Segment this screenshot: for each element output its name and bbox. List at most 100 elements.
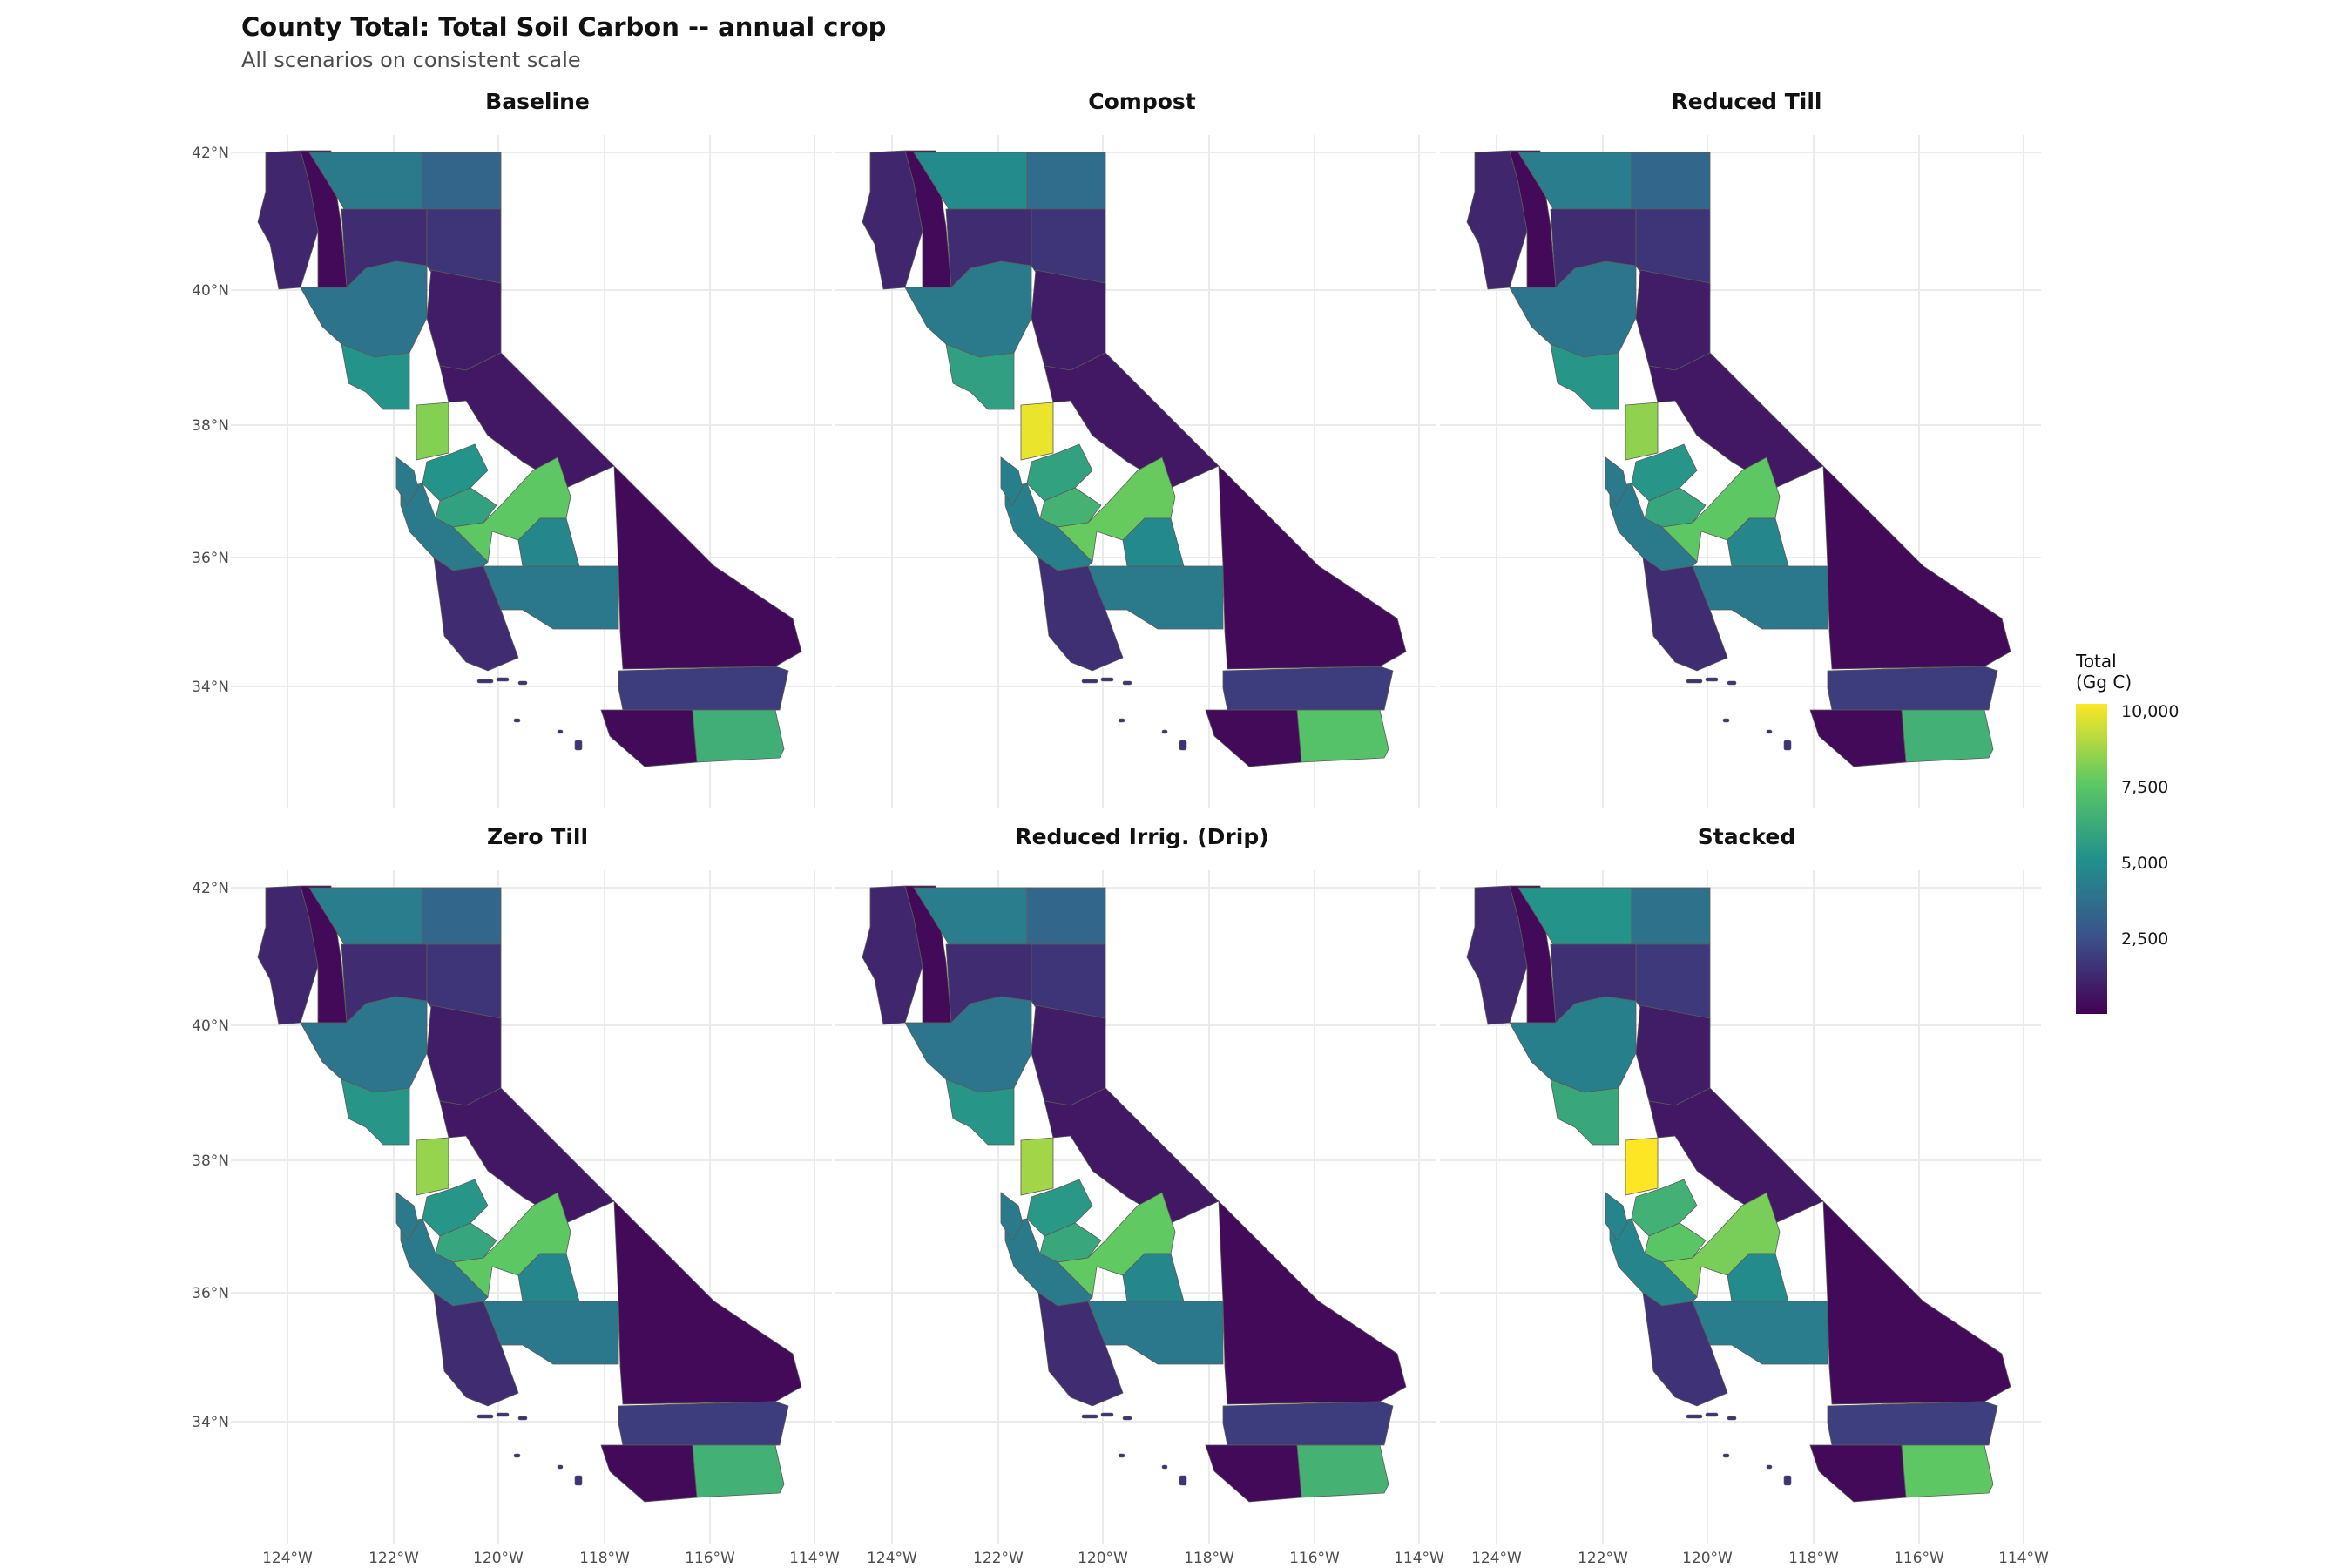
region-sierra-north	[426, 1004, 502, 1106]
region-modoc	[1026, 152, 1106, 210]
region-island	[1081, 679, 1098, 684]
region-sierra-north	[1031, 1004, 1106, 1106]
lon-tick-label: 124°W	[262, 1550, 313, 1567]
panel-title-baseline: Baseline	[485, 89, 590, 114]
region-modoc	[1631, 152, 1711, 210]
region-san-bernardino	[1218, 464, 1407, 670]
region-san-bernardino	[613, 464, 802, 670]
region-san-joaquin	[1020, 402, 1054, 461]
region-island	[1705, 1412, 1719, 1417]
region-island	[1783, 740, 1792, 751]
figure-subtitle: All scenarios on consistent scale	[241, 48, 581, 72]
region-island	[1100, 1412, 1114, 1417]
panel-title-reduced-irrig: Reduced Irrig. (Drip)	[1015, 824, 1269, 849]
region-san-joaquin	[1625, 402, 1659, 461]
region-island	[1118, 1453, 1125, 1458]
region-imperial	[1901, 709, 1994, 763]
region-island	[517, 1416, 528, 1421]
lat-tick-label: 40°N	[192, 1017, 229, 1035]
region-island	[1727, 1416, 1737, 1421]
region-sacramento	[1509, 996, 1637, 1093]
region-riverside	[618, 1401, 789, 1446]
region-island	[1122, 1416, 1132, 1421]
region-island	[574, 1475, 583, 1486]
region-island	[557, 729, 564, 734]
region-san-joaquin	[416, 402, 449, 461]
region-island	[1081, 1414, 1098, 1419]
region-island	[1118, 718, 1125, 723]
region-island	[1783, 1475, 1792, 1486]
lon-tick-label: 116°W	[1894, 1550, 1944, 1567]
region-fresno	[452, 456, 571, 563]
region-island	[1686, 679, 1703, 684]
region-riverside	[1827, 1401, 1998, 1446]
region-kern	[483, 1301, 619, 1365]
region-west-bay	[1605, 1192, 1628, 1241]
region-sacramento	[300, 260, 428, 358]
region-modoc	[1026, 887, 1106, 945]
region-san-joaquin	[416, 1137, 449, 1196]
lon-tick-label: 116°W	[1289, 1550, 1340, 1567]
region-san-diego	[1205, 1444, 1302, 1503]
region-west-bay	[395, 1192, 419, 1241]
region-riverside	[1222, 1401, 1394, 1446]
region-sacramento	[1509, 260, 1637, 358]
region-san-bernardino	[613, 1200, 802, 1405]
region-delta	[945, 1078, 1015, 1146]
region-island	[1122, 680, 1132, 686]
region-south-coast	[1037, 557, 1124, 672]
lon-tick-label: 114°W	[789, 1550, 840, 1567]
legend-tick-10000: 10,000	[2121, 702, 2180, 721]
region-fresno	[452, 1192, 571, 1298]
region-modoc	[422, 887, 502, 945]
region-island	[574, 740, 583, 751]
region-stanislaus	[422, 443, 489, 502]
region-stanislaus	[1631, 1179, 1698, 1237]
region-kern	[1087, 565, 1224, 630]
region-south-coast	[1642, 1292, 1728, 1407]
region-san-diego	[600, 709, 698, 767]
lon-tick-label: 118°W	[579, 1550, 630, 1567]
lon-tick-label: 118°W	[1788, 1550, 1839, 1567]
region-riverside	[618, 666, 789, 711]
region-fresno	[1661, 1192, 1781, 1298]
lat-tick-label: 36°N	[192, 550, 229, 567]
region-fresno	[1661, 456, 1781, 563]
map-panel-baseline: 42°N 40°N 38°N 36°N 34°N	[192, 135, 832, 808]
region-san-joaquin	[1020, 1137, 1054, 1196]
region-imperial	[692, 1444, 785, 1498]
lon-tick-label: 120°W	[1078, 1550, 1128, 1567]
map-panel-zero-till: 42°N 40°N 38°N 36°N 34°N 124°W 122°W 120°W 118°W…	[192, 870, 840, 1567]
region-stanislaus	[1631, 443, 1698, 502]
region-stanislaus	[1026, 443, 1093, 502]
region-delta	[341, 343, 410, 410]
region-imperial	[692, 709, 785, 763]
lon-tick-label: 114°W	[1998, 1550, 2049, 1567]
lon-tick-label: 122°W	[1578, 1550, 1628, 1567]
region-island	[517, 680, 528, 686]
region-san-diego	[600, 1444, 698, 1503]
region-west-bay	[1000, 456, 1024, 506]
region-kern	[1087, 1301, 1224, 1365]
region-west-bay	[395, 456, 419, 506]
legend-title-line2: (Gg C)	[2076, 672, 2132, 693]
region-sacramento	[904, 260, 1032, 358]
map-panel-compost	[835, 135, 1436, 808]
region-island	[1727, 680, 1737, 686]
lon-tick-label: 118°W	[1184, 1550, 1234, 1567]
region-island	[476, 1414, 494, 1419]
legend-tick-2500: 2,500	[2121, 929, 2169, 949]
map-panel-reduced-till	[1440, 135, 2041, 808]
region-island	[1161, 729, 1168, 734]
lat-tick-label: 42°N	[192, 145, 229, 162]
bay-water	[1578, 1175, 1589, 1193]
region-delta	[1550, 343, 1619, 410]
region-stanislaus	[1026, 1179, 1093, 1237]
lon-tick-label: 116°W	[685, 1550, 735, 1567]
legend-colorbar	[2076, 704, 2107, 1014]
panel-title-reduced-till: Reduced Till	[1671, 89, 1822, 114]
lat-tick-label: 38°N	[192, 1152, 229, 1170]
map-panel-reduced-irrig-drip-: 124°W 122°W 120°W 118°W 116°W 114°W	[835, 870, 1444, 1567]
region-imperial	[1296, 1444, 1389, 1498]
